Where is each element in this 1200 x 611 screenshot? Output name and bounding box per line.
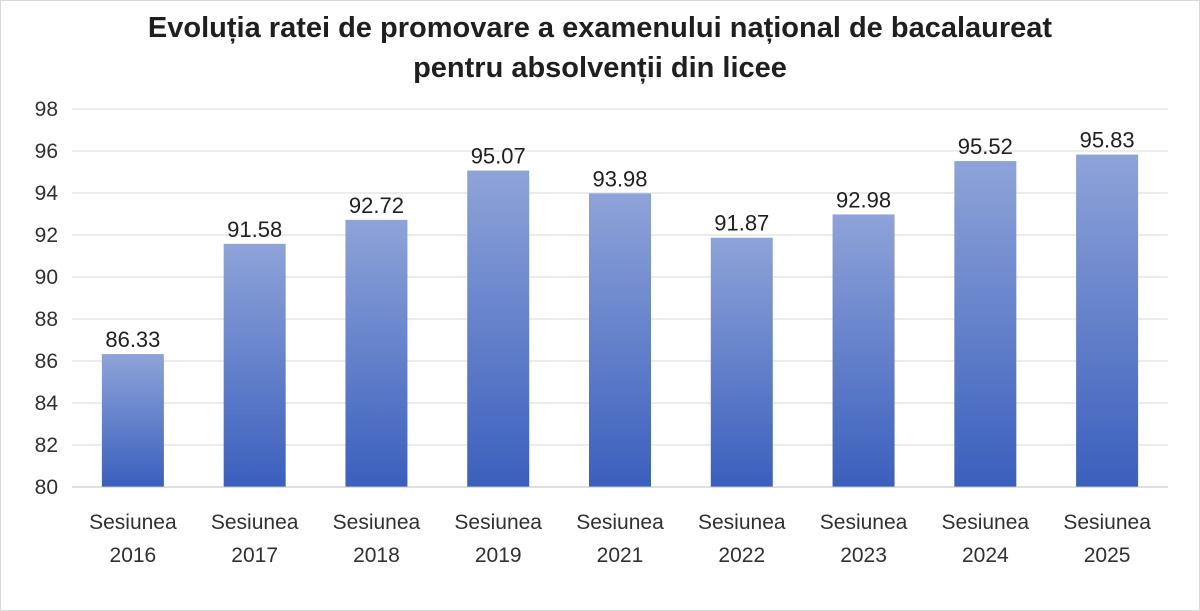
x-tick-label: 2023 (840, 544, 887, 567)
x-tick-label: Sesiunea (698, 511, 786, 534)
x-tick-label: Sesiunea (820, 511, 908, 534)
y-tick-label: 94 (35, 182, 59, 205)
bar-2023 (832, 214, 895, 488)
data-labels: 86.33 91.58 92.72 95.07 93.98 91.87 92.98 95.52… (105, 128, 1134, 353)
y-tick-label: 80 (35, 476, 58, 499)
bar-2021 (589, 193, 651, 488)
x-axis: Sesiunea 2016 Sesiunea 2017 Sesiunea 2018 Sesi… (72, 486, 1168, 567)
bar-2025 (1076, 154, 1139, 487)
chart-title: Evoluția ratei de promovare a examenului… (0, 8, 1200, 88)
y-tick-label: 96 (35, 140, 58, 163)
x-tick-label: Sesiunea (576, 511, 664, 534)
y-tick-label: 92 (35, 224, 58, 247)
bar-2016 (101, 354, 164, 487)
data-label-2016: 86.33 (105, 327, 160, 352)
x-tick-label: 2025 (1084, 544, 1131, 567)
y-tick-label: 90 (35, 266, 58, 289)
x-tick-label: 2021 (597, 544, 644, 567)
data-label-2018: 92.72 (349, 193, 404, 218)
x-tick-label: Sesiunea (333, 511, 421, 534)
x-tick-label: 2022 (718, 544, 765, 567)
y-tick-label: 82 (35, 434, 58, 457)
data-label-2023: 92.98 (836, 187, 891, 212)
bar-2018 (345, 219, 408, 487)
chart-title-line-2: pentru absolvenții din licee (413, 52, 787, 84)
data-label-2022: 91.87 (714, 211, 769, 236)
x-tick-label: 2019 (475, 544, 522, 567)
y-tick-label: 88 (35, 308, 58, 331)
y-tick-label: 86 (35, 350, 58, 373)
data-label-2025: 95.83 (1080, 128, 1135, 153)
data-label-2019: 95.07 (471, 144, 526, 169)
x-tick-label: 2024 (962, 544, 1009, 567)
data-label-2021: 93.98 (592, 166, 647, 191)
y-tick-label: 84 (35, 392, 59, 415)
chart-title-line-1: Evoluția ratei de promovare a examenului… (147, 12, 1053, 44)
x-tick-label: 2016 (110, 544, 157, 567)
bars (101, 154, 1139, 488)
x-tick-label: 2017 (231, 544, 278, 567)
y-axis: 80 82 84 86 88 90 92 94 96 98 (35, 98, 59, 499)
x-tick-label: 2018 (353, 544, 400, 567)
x-tick-label: Sesiunea (211, 511, 299, 534)
data-label-2017: 91.58 (227, 217, 282, 242)
x-tick-label: Sesiunea (89, 511, 177, 534)
x-tick-label: Sesiunea (942, 511, 1030, 534)
x-tick-label: Sesiunea (1063, 511, 1151, 534)
y-tick-label: 98 (35, 98, 58, 121)
bar-2022 (710, 237, 773, 487)
bar-2017 (223, 243, 286, 487)
bar-2024 (954, 161, 1017, 487)
bar-2019 (467, 170, 530, 487)
data-label-2024: 95.52 (958, 134, 1013, 159)
x-tick-label: Sesiunea (454, 511, 542, 534)
